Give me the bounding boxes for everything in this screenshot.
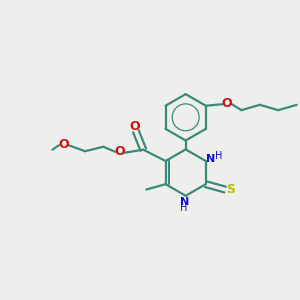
Text: N: N	[180, 197, 189, 207]
Text: S: S	[226, 183, 235, 196]
Text: H: H	[215, 151, 223, 160]
Text: O: O	[222, 97, 232, 110]
Text: O: O	[129, 120, 140, 133]
Text: N: N	[206, 154, 215, 164]
Text: H: H	[181, 203, 188, 213]
Text: O: O	[115, 145, 125, 158]
Text: O: O	[58, 138, 69, 151]
